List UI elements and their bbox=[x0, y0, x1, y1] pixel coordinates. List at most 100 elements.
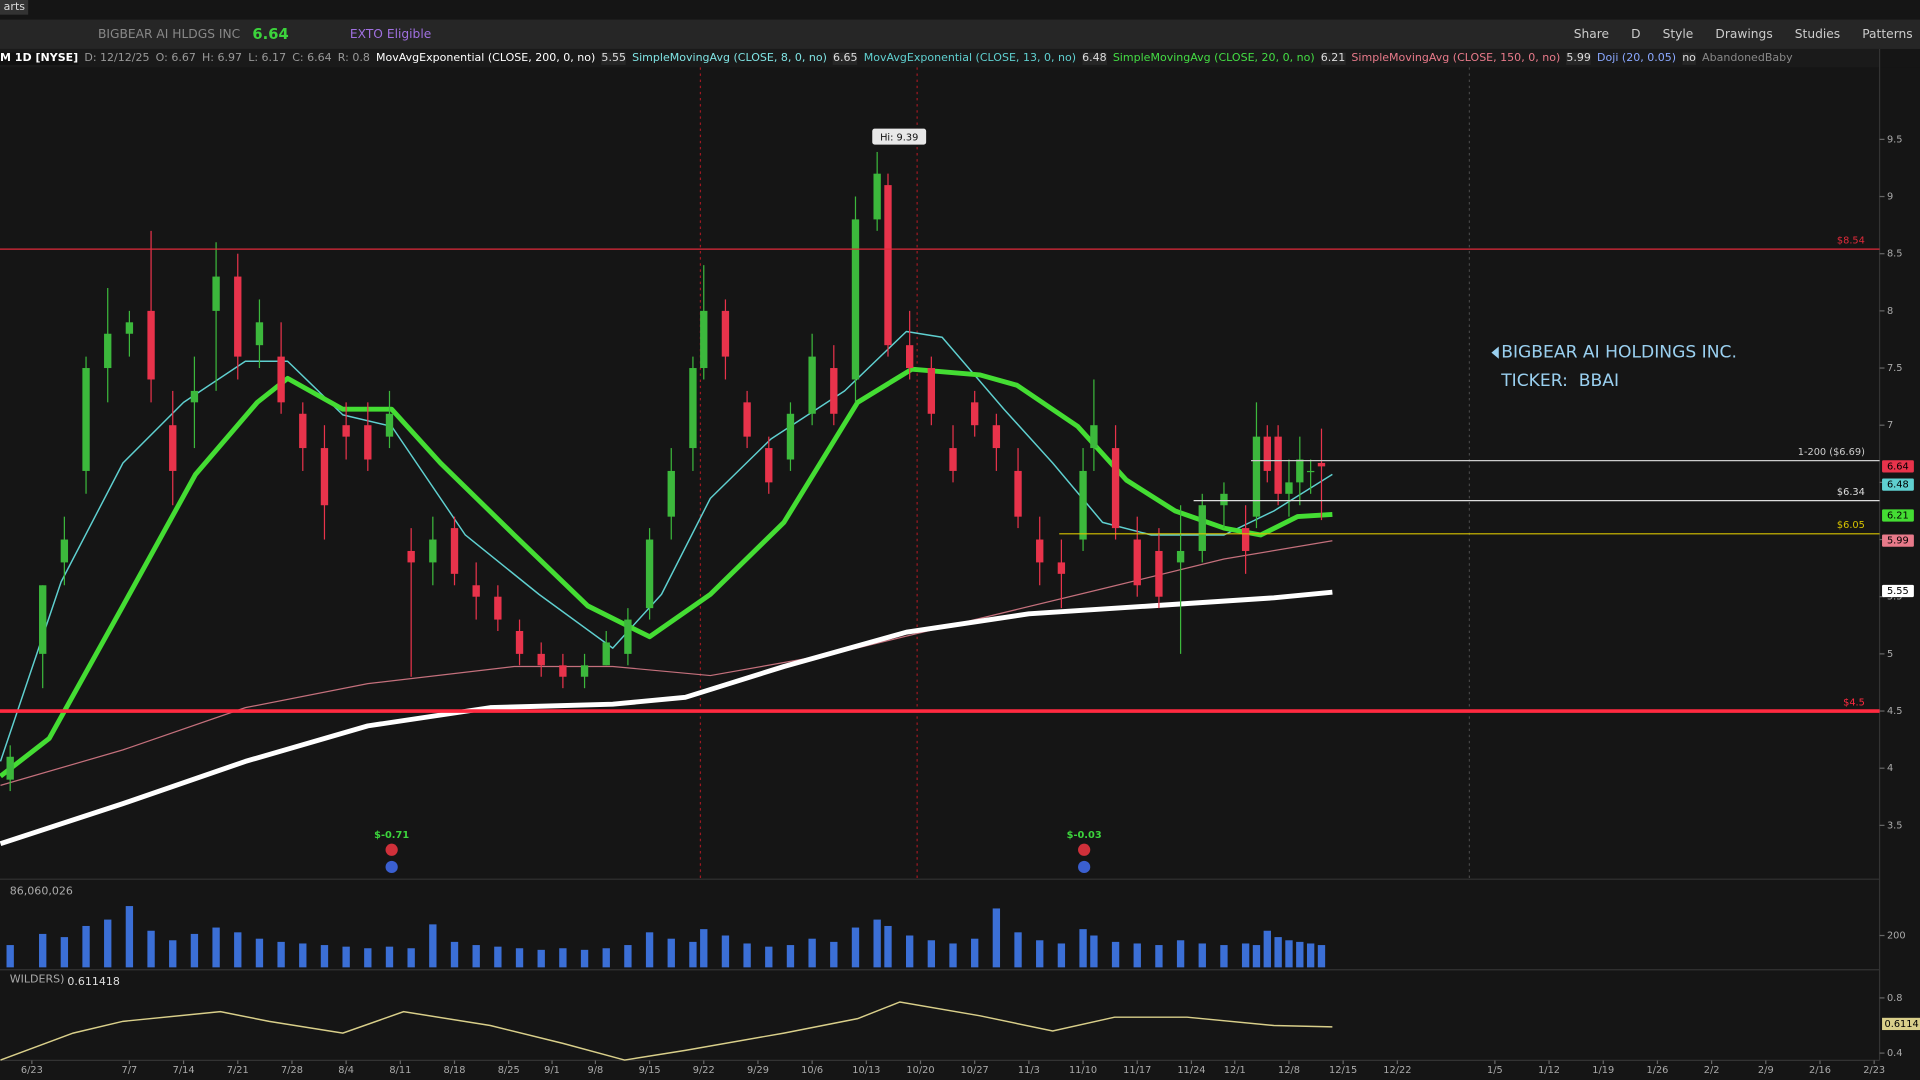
y-tick-label: 0.4 bbox=[1887, 1048, 1903, 1059]
price-marker-label: 6.64 bbox=[1887, 461, 1909, 472]
y-tick-label: 5.5 bbox=[1887, 592, 1903, 603]
candle-body bbox=[1241, 528, 1250, 551]
toolbar-button[interactable]: Style bbox=[1662, 27, 1694, 42]
toolbar-button[interactable]: D bbox=[1631, 27, 1641, 42]
candle-body bbox=[277, 356, 285, 403]
y-tick-label: 8.5 bbox=[1887, 249, 1903, 260]
x-tick-label: 8/4 bbox=[338, 1065, 354, 1076]
x-tick-label: 2/16 bbox=[1809, 1065, 1831, 1076]
x-tick-label: 10/27 bbox=[961, 1065, 989, 1076]
study-value: 6.48 bbox=[1082, 52, 1107, 65]
x-tick-label: 7/21 bbox=[227, 1065, 249, 1076]
candle-body bbox=[645, 539, 654, 609]
price-marker bbox=[1882, 584, 1914, 598]
x-tick-label: 9/29 bbox=[747, 1065, 769, 1076]
moving-average bbox=[0, 540, 1333, 786]
x-tick-label: 11/3 bbox=[1018, 1065, 1040, 1076]
x-tick-label: 10/6 bbox=[801, 1065, 823, 1076]
candle-body bbox=[808, 356, 816, 414]
candle-body bbox=[537, 653, 545, 666]
candle-body bbox=[786, 413, 795, 460]
toolbar-buttons: Share D Style Drawings Studies Patterns bbox=[1574, 28, 1920, 41]
hi-label: Hi: 9.39 bbox=[880, 132, 918, 143]
volume-bar bbox=[1014, 932, 1022, 968]
y-tick-label: 9 bbox=[1887, 192, 1893, 203]
study-label: SimpleMovingAvg (CLOSE, 20, 0, no) bbox=[1112, 52, 1315, 65]
candle-body bbox=[1274, 436, 1282, 494]
x-tick-label: 11/10 bbox=[1069, 1065, 1097, 1076]
volume-bar bbox=[255, 938, 264, 968]
volume-bar bbox=[786, 945, 795, 968]
tab[interactable]: arts bbox=[0, 0, 29, 15]
volume-bar bbox=[905, 935, 914, 968]
candle-body bbox=[82, 368, 90, 471]
x-tick-label: 1/5 bbox=[1487, 1065, 1503, 1076]
candle-body bbox=[971, 402, 979, 426]
volume-bar bbox=[320, 945, 329, 968]
x-tick-label: 12/15 bbox=[1329, 1065, 1357, 1076]
toolbar-button[interactable]: Patterns bbox=[1862, 27, 1913, 42]
volume-bar bbox=[104, 919, 112, 968]
x-tick-label: 1/26 bbox=[1646, 1065, 1668, 1076]
x-tick-label: 7/7 bbox=[122, 1065, 138, 1076]
study-value: 6.65 bbox=[833, 52, 858, 65]
volume-bar bbox=[927, 940, 936, 968]
x-tick-label: 10/20 bbox=[906, 1065, 934, 1076]
y-tick-label: 9.5 bbox=[1887, 134, 1903, 145]
candle-body bbox=[299, 413, 307, 449]
volume-bar bbox=[1176, 940, 1185, 968]
volume-bar bbox=[602, 948, 610, 968]
volume-bar bbox=[515, 948, 524, 968]
volume-bar bbox=[125, 906, 134, 968]
volume-bar bbox=[1274, 937, 1282, 968]
candle-body bbox=[472, 585, 480, 597]
price-level-label: 1-200 ($6.69) bbox=[1798, 447, 1865, 458]
candle-body bbox=[190, 390, 199, 403]
x-tick-label: 11/24 bbox=[1177, 1065, 1205, 1076]
volume-bar bbox=[190, 933, 199, 968]
volume-bar bbox=[1057, 943, 1066, 968]
x-tick-label: 9/1 bbox=[544, 1065, 560, 1076]
x-tick-label: 2/23 bbox=[1863, 1065, 1885, 1076]
toolbar-button[interactable]: Studies bbox=[1794, 27, 1841, 42]
candle-body bbox=[1263, 436, 1271, 471]
volume-bar bbox=[537, 949, 545, 968]
volume-bar bbox=[1198, 943, 1206, 968]
volume-bar bbox=[1296, 941, 1304, 968]
price-marker-label: 5.55 bbox=[1887, 586, 1909, 597]
x-tick-label: 9/15 bbox=[639, 1065, 661, 1076]
moving-average bbox=[0, 330, 1333, 762]
studies: MovAvgExponential (CLOSE, 200, 0, no) 5.5… bbox=[376, 52, 1793, 65]
annotation: BIGBEAR AI HOLDINGS INC. bbox=[1501, 343, 1737, 363]
ohlc-field: O: 6.67 bbox=[155, 52, 196, 65]
volume-bar bbox=[1317, 945, 1326, 968]
candle-body bbox=[6, 756, 14, 780]
candle-body bbox=[927, 368, 936, 414]
study-label: SimpleMovingAvg (CLOSE, 8, 0, no) bbox=[632, 52, 827, 65]
volume-bar bbox=[1306, 943, 1315, 968]
toolbar-button[interactable]: Share bbox=[1573, 27, 1610, 42]
candle-body bbox=[125, 322, 134, 334]
volume-bar bbox=[82, 925, 90, 968]
x-tick-label: 7/14 bbox=[173, 1065, 195, 1076]
candle-body bbox=[320, 448, 329, 506]
ohlc-field: D: 12/12/25 bbox=[84, 52, 150, 65]
candle-body bbox=[884, 185, 892, 346]
volume-bar bbox=[60, 937, 69, 968]
candle-body bbox=[1036, 539, 1044, 563]
candle-body bbox=[212, 276, 220, 311]
candle-body bbox=[1090, 425, 1098, 449]
candle-body bbox=[1252, 436, 1261, 517]
study-label: AbandonedBaby bbox=[1702, 52, 1793, 65]
volume-bar bbox=[147, 930, 155, 968]
candle-body bbox=[743, 402, 751, 437]
volume-bar bbox=[645, 932, 654, 968]
toolbar-button[interactable]: Drawings bbox=[1715, 27, 1773, 42]
moving-average bbox=[0, 589, 1333, 847]
x-tick-label: 8/25 bbox=[498, 1065, 520, 1076]
candle-body bbox=[1014, 470, 1022, 517]
pane-value: 0.611418 bbox=[67, 975, 120, 988]
candle-body bbox=[851, 219, 860, 380]
earnings-icon bbox=[385, 843, 398, 856]
